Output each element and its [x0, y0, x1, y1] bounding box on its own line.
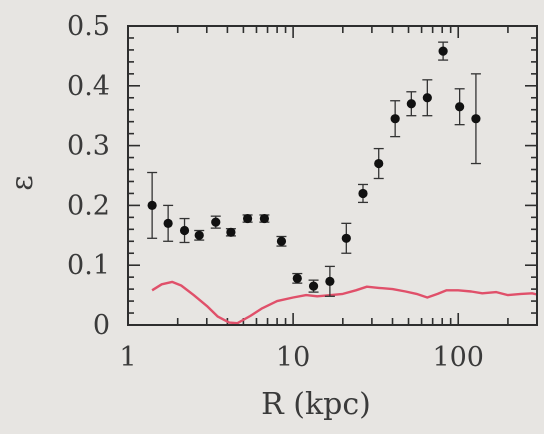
data-marker	[455, 102, 465, 112]
data-point	[373, 147, 384, 180]
data-marker	[390, 114, 400, 124]
data-marker	[211, 217, 221, 227]
data-point	[292, 272, 303, 284]
x-tick-label: 1	[119, 342, 136, 373]
data-marker	[341, 233, 351, 243]
data-point	[357, 183, 368, 204]
data-marker	[259, 213, 269, 224]
data-point	[341, 222, 352, 254]
data-point	[259, 213, 270, 224]
x-tick-label: 10	[276, 342, 310, 373]
data-marker	[438, 46, 448, 56]
y-tick-label: 0.1	[67, 250, 110, 281]
y-tick-label: 0	[93, 310, 110, 341]
y-axis-label: ε	[5, 175, 40, 191]
data-point	[438, 41, 449, 61]
data-marker	[163, 218, 173, 228]
data-point	[242, 213, 253, 224]
data-point	[210, 215, 221, 229]
y-tick-label: 0.3	[67, 131, 110, 162]
data-point	[324, 265, 335, 297]
tick-labels: 1 10 100 0 0.1 0.2 0.3 0.4 0.5	[67, 11, 484, 373]
model-line-series	[151, 280, 538, 325]
data-point	[422, 79, 433, 117]
y-tick-label: 0.4	[67, 71, 110, 102]
y-tick-label: 0.2	[67, 190, 110, 221]
data-marker	[406, 99, 416, 109]
data-point	[390, 100, 401, 138]
data-marker	[292, 273, 302, 283]
data-marker	[147, 200, 157, 210]
data-point	[470, 73, 481, 165]
data-point	[406, 91, 417, 117]
data-marker	[194, 230, 204, 240]
plot-frame	[127, 25, 538, 326]
data-point	[225, 227, 236, 237]
data-marker	[374, 158, 384, 169]
data-point	[454, 88, 465, 126]
data-point	[163, 204, 174, 242]
x-axis-label: R (kpc)	[261, 387, 371, 422]
data-marker	[242, 213, 253, 224]
data-marker	[226, 227, 236, 237]
x-tick-label: 100	[432, 342, 484, 373]
data-point	[276, 235, 287, 247]
data-marker	[179, 225, 190, 236]
data-marker	[422, 93, 432, 103]
data-marker	[471, 114, 481, 124]
data-point-series	[147, 41, 481, 297]
model-curve	[151, 280, 538, 325]
data-point	[179, 217, 190, 244]
y-tick-label: 0.5	[67, 11, 110, 42]
data-point	[308, 279, 319, 293]
data-marker	[358, 188, 368, 199]
data-point	[194, 229, 205, 241]
data-marker	[276, 236, 287, 246]
data-marker	[325, 276, 335, 286]
data-point	[147, 171, 158, 239]
data-marker	[308, 281, 319, 291]
